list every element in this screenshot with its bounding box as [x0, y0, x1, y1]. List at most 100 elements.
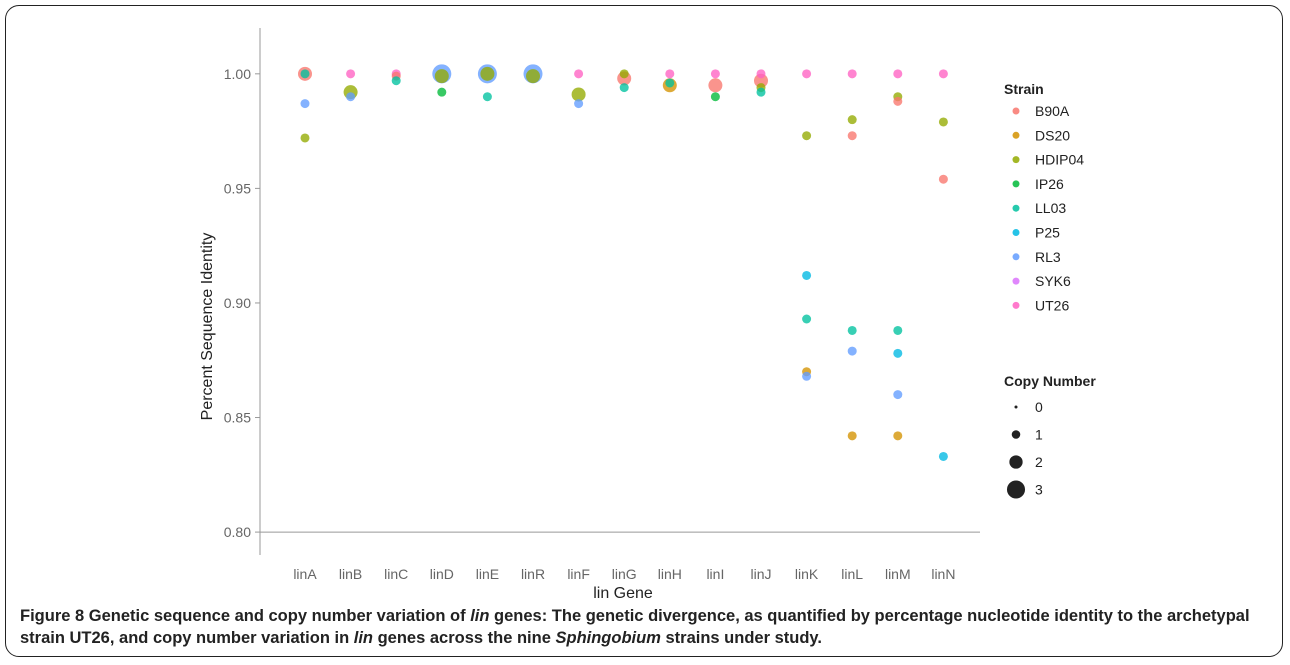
point-linK-LL03 [802, 314, 812, 324]
point-linK-RL3 [802, 371, 812, 381]
caption-em-3: Sphingobium [555, 629, 661, 647]
caption-text-3: genes across the nine [373, 629, 556, 647]
legend-label-HDIP04: HDIP04 [1035, 152, 1084, 168]
point-linR-HDIP04 [526, 69, 540, 84]
point-linM-P25 [893, 348, 903, 358]
point-linJ-LL03 [756, 87, 766, 97]
point-linN-B90A [938, 174, 948, 184]
x-tick-label: linR [521, 566, 545, 582]
legend-key-B90A [1012, 107, 1020, 115]
x-tick-label: linI [706, 566, 724, 582]
point-linF-UT26 [574, 69, 584, 79]
point-linI-UT26 [710, 69, 720, 79]
point-linH-LL03 [665, 78, 675, 88]
x-axis-title: lin Gene [593, 585, 653, 600]
x-tick-label: linG [612, 566, 637, 582]
legend-label-UT26: UT26 [1035, 297, 1069, 313]
legend-key-IP26 [1012, 180, 1020, 188]
point-linN-UT26 [938, 69, 948, 79]
point-linL-LL03 [847, 325, 857, 335]
point-linJ-B90A [754, 73, 768, 88]
x-tick-label: linK [795, 566, 819, 582]
point-linI-B90A [708, 78, 723, 93]
point-linJ-UT26 [756, 69, 766, 79]
x-tick-label: linJ [750, 566, 771, 582]
figure-frame [5, 5, 1283, 657]
point-linF-RL3 [574, 99, 584, 109]
legend-size-key-1 [1011, 430, 1021, 439]
x-tick-label: linL [841, 566, 863, 582]
legend-label-LL03: LL03 [1035, 200, 1066, 216]
point-linD-HDIP04 [434, 69, 449, 84]
legend-size-label-0: 0 [1035, 399, 1043, 415]
point-linM-LL03 [893, 325, 903, 335]
legend-label-SYK6: SYK6 [1035, 273, 1071, 289]
legend-key-LL03 [1012, 204, 1020, 212]
x-tick-label: linB [339, 566, 362, 582]
point-linG-LL03 [619, 83, 629, 93]
legend-size-key-0 [1014, 405, 1018, 409]
point-linA-HDIP04 [300, 133, 310, 143]
point-linE-HDIP04 [480, 66, 495, 81]
legend-key-P25 [1012, 229, 1020, 236]
point-linM-RL3 [893, 390, 903, 400]
legend-key-RL3 [1012, 253, 1020, 261]
legend-size-key-3 [1006, 480, 1026, 499]
legend-key-UT26 [1012, 301, 1020, 309]
point-linM-B90A [893, 96, 903, 106]
point-linK-UT26 [802, 69, 812, 79]
scatter-chart: 0.80 0.85 0.90 0.95 1.00 linA linB linC linD linE… [199, 28, 1096, 600]
point-linF-HDIP04 [571, 87, 586, 102]
point-linM-DS20 [893, 431, 903, 441]
x-tick-label: linH [658, 566, 682, 582]
point-linE-LL03 [482, 92, 492, 102]
point-linN-HDIP04 [938, 117, 948, 127]
chart-legend: Strain B90A DS20 HDIP04 IP26 LL03 P25 RL3 SYK6 UT… [1004, 81, 1096, 499]
legend-key-SYK6 [1012, 277, 1020, 285]
point-linA-RL3 [300, 99, 310, 109]
point-linL-HDIP04 [847, 115, 857, 125]
legend-label-P25: P25 [1035, 225, 1060, 241]
x-tick-label: linM [885, 566, 911, 582]
x-tick-label: linN [931, 566, 955, 582]
point-linL-DS20 [847, 431, 857, 441]
figure-caption: Figure 8 Genetic sequence and copy numbe… [20, 605, 1275, 649]
y-tick-label: 0.90 [224, 295, 251, 311]
point-linH-UT26 [665, 69, 675, 79]
legend-label-RL3: RL3 [1035, 249, 1061, 265]
point-linG-HDIP04 [619, 69, 629, 79]
caption-text-4: strains under study. [660, 629, 822, 647]
point-linA-LL03 [300, 69, 310, 79]
point-linB-RL3 [346, 92, 356, 102]
y-tick-label: 1.00 [224, 66, 251, 82]
legend-label-B90A: B90A [1035, 103, 1070, 119]
legend-size-label-3: 3 [1035, 482, 1043, 498]
x-tick-label: linD [430, 566, 454, 582]
y-tick-label: 0.80 [224, 524, 251, 540]
x-tick-label: linF [567, 566, 590, 582]
legend-copy-title: Copy Number [1004, 373, 1096, 389]
x-tick-label: linE [476, 566, 499, 582]
y-tick-label: 0.95 [224, 180, 251, 196]
point-linB-UT26 [346, 69, 356, 79]
y-axis-title: Percent Sequence Identity [199, 233, 216, 421]
caption-text-2: genes: The genetic divergence, as quanti… [20, 607, 1250, 647]
point-linK-HDIP04 [802, 131, 812, 141]
y-tick-label: 0.85 [224, 410, 251, 426]
chart-points [298, 64, 948, 461]
point-linN-P25 [938, 451, 948, 461]
caption-text-1: Genetic sequence and copy number variati… [84, 607, 471, 625]
legend-size-key-2 [1009, 455, 1023, 469]
point-linI-IP26 [710, 92, 720, 102]
caption-em-2: lin [353, 629, 373, 647]
caption-label: Figure 8 [20, 607, 85, 625]
legend-strain-title: Strain [1004, 81, 1044, 97]
legend-size-label-2: 2 [1035, 454, 1043, 470]
point-linL-UT26 [847, 69, 857, 79]
point-linC-LL03 [391, 76, 401, 86]
legend-key-DS20 [1012, 131, 1020, 139]
point-linL-RL3 [847, 346, 857, 356]
point-linD-IP26 [437, 87, 447, 97]
point-linM-UT26 [893, 69, 903, 79]
legend-size-label-1: 1 [1035, 427, 1043, 443]
